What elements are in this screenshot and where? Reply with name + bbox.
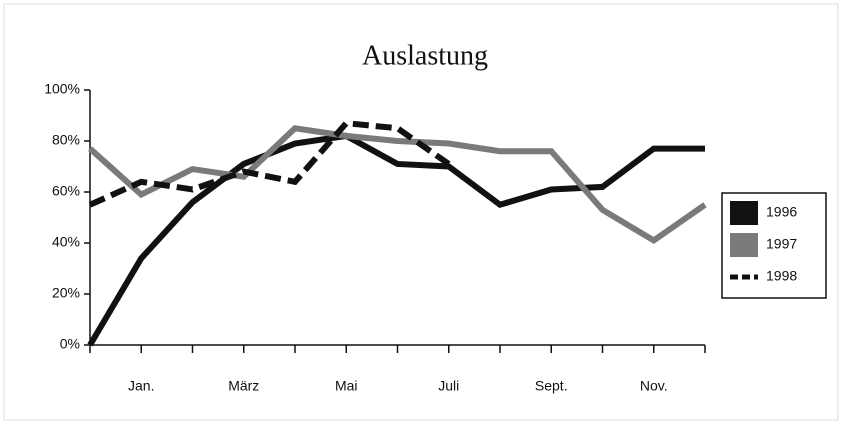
x-tick-label: Mai [335, 378, 358, 394]
y-tick-label: 60% [52, 183, 80, 199]
y-tick-label: 20% [52, 285, 80, 301]
line-series [88, 120, 451, 208]
legend-label: 1996 [766, 204, 797, 220]
legend-swatch [730, 233, 758, 257]
line-series [87, 132, 705, 347]
y-tick-label: 100% [44, 81, 80, 97]
x-tick-label: Sept. [535, 378, 568, 394]
y-tick-label: 40% [52, 234, 80, 250]
x-tick-label: Nov. [640, 378, 668, 394]
line-series [87, 125, 707, 245]
legend-label: 1997 [766, 236, 797, 252]
legend-label: 1998 [766, 268, 797, 284]
y-tick-label: 80% [52, 132, 80, 148]
x-tick-label: März [228, 378, 259, 394]
x-tick-label: Jan. [128, 378, 154, 394]
y-tick-label: 0% [60, 336, 80, 352]
x-tick-label: Juli [438, 378, 459, 394]
legend-swatch [730, 201, 758, 225]
chart-title: Auslastung [362, 40, 488, 71]
